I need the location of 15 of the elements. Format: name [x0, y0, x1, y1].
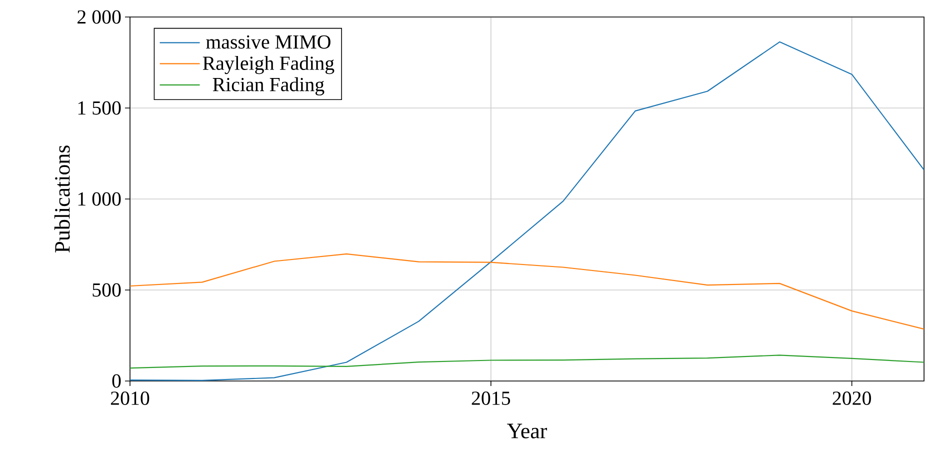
- y-tick-label: 1 000: [78, 192, 121, 206]
- y-tick-label: 0: [112, 374, 121, 388]
- x-tick-label: 2015: [472, 392, 510, 405]
- line-series: [130, 253, 924, 330]
- x-axis-title: Year: [507, 424, 548, 438]
- y-tick-label: 500: [92, 283, 121, 297]
- y-axis-title: Publications: [54, 146, 70, 253]
- x-tick-label: 2020: [832, 392, 871, 405]
- line-series: [130, 354, 924, 369]
- legend-label: massive MIMO: [206, 35, 330, 49]
- y-tick-label: 2 000: [78, 10, 121, 24]
- legend-label: Rician Fading: [212, 77, 324, 96]
- x-tick-label: 2010: [110, 392, 150, 405]
- legend-label: Rayleigh Fading: [202, 56, 334, 74]
- y-tick-label: 1 500: [78, 101, 121, 115]
